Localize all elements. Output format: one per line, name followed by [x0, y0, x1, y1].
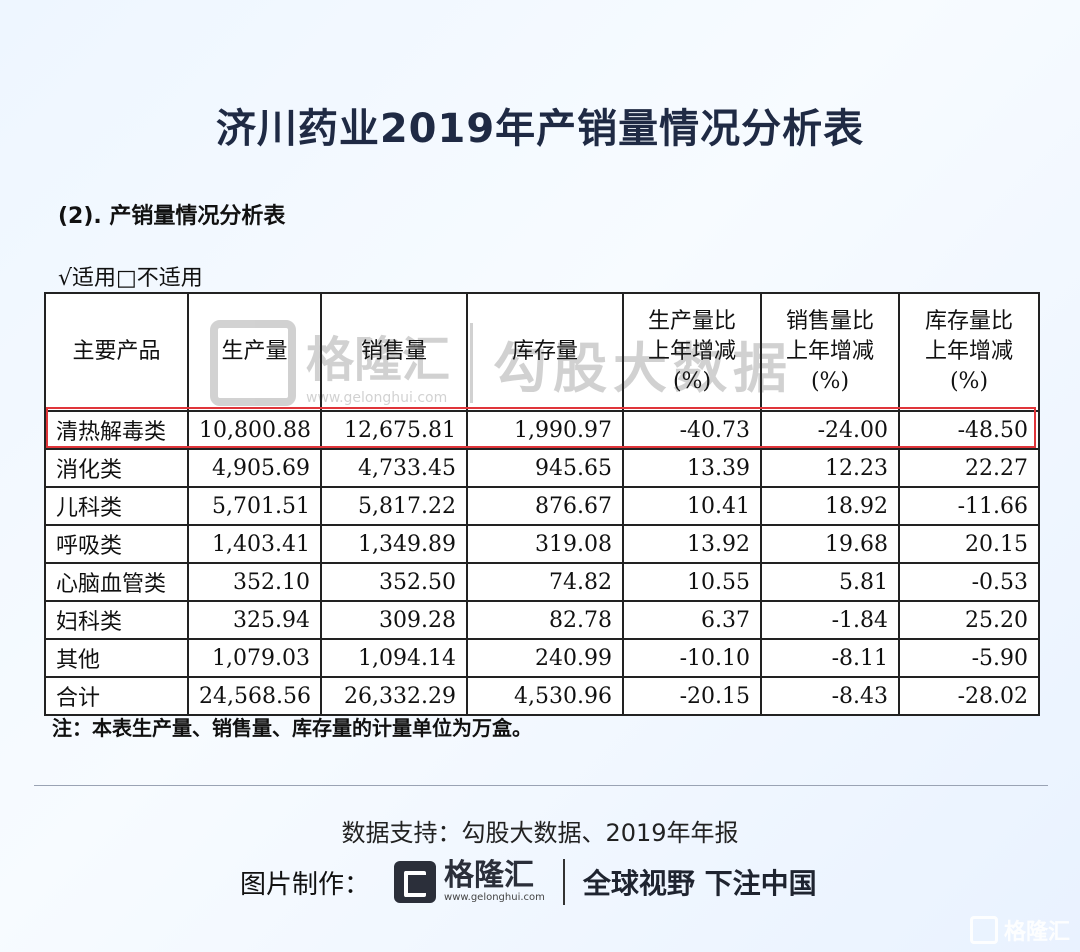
- table-value-cell: 19.68: [761, 525, 899, 563]
- logo-name: 格隆汇: [444, 860, 545, 892]
- table-value-cell: 18.92: [761, 487, 899, 525]
- table-row: 消化类 4,905.69 4,733.45 945.65 13.39 12.23 22.27: [45, 449, 1039, 487]
- table-header-cell: 生产量: [188, 293, 321, 411]
- corner-logo-name: 格隆汇: [1004, 914, 1070, 946]
- table-value-cell: 1,079.03: [188, 639, 321, 677]
- table-value-cell: 24,568.56: [188, 677, 321, 715]
- table-value-cell: 6.37: [623, 601, 761, 639]
- table-value-cell: 4,530.96: [467, 677, 623, 715]
- product-name-cell: 儿科类: [45, 487, 188, 525]
- table-value-cell: 5.81: [761, 563, 899, 601]
- table-value-cell: 74.82: [467, 563, 623, 601]
- table-value-cell: 876.67: [467, 487, 623, 525]
- table-row: 合计 24,568.56 26,332.29 4,530.96 -20.15 -8.43-…: [45, 677, 1039, 715]
- production-sales-table-wrap: 主要产品 生产量 销售量 库存量 生产量比 上年增减 (%) 销售量比 上年增减 (%) 库存量比上…: [44, 292, 1038, 716]
- table-value-cell: -1.84: [761, 601, 899, 639]
- gelonghui-logo-icon: [394, 861, 436, 903]
- table-header-cell: 库存量比 上年增减 (%): [899, 293, 1039, 411]
- table-value-cell: -48.50: [899, 411, 1039, 449]
- table-value-cell: 5,701.51: [188, 487, 321, 525]
- table-row: 呼吸类 1,403.41 1,349.89 319.08 13.92 19.68 20.15: [45, 525, 1039, 563]
- table-value-cell: 26,332.29: [321, 677, 467, 715]
- table-value-cell: 319.08: [467, 525, 623, 563]
- table-value-cell: 82.78: [467, 601, 623, 639]
- table-value-cell: 4,733.45: [321, 449, 467, 487]
- table-header-cell: 库存量: [467, 293, 623, 411]
- table-row: 其他 1,079.03 1,094.14 240.99 -10.10 -8.11 -5.90: [45, 639, 1039, 677]
- table-header-cell: 销售量比 上年增减 (%): [761, 293, 899, 411]
- table-value-cell: 10.41: [623, 487, 761, 525]
- credit-row: 图片制作： 格隆汇 www.gelonghui.com 全球视野 下注中国: [240, 858, 817, 906]
- table-value-cell: 309.28: [321, 601, 467, 639]
- product-name-cell: 清热解毒类: [45, 411, 188, 449]
- table-value-cell: 1,990.97: [467, 411, 623, 449]
- product-name-cell: 其他: [45, 639, 188, 677]
- product-name-cell: 消化类: [45, 449, 188, 487]
- product-name-cell: 合计: [45, 677, 188, 715]
- page-title: 济川药业2019年产销量情况分析表: [0, 96, 1080, 154]
- table-value-cell: 20.15: [899, 525, 1039, 563]
- table-row: 心脑血管类 352.10 352.50 74.82 10.55 5.81 -0.53: [45, 563, 1039, 601]
- table-value-cell: -8.11: [761, 639, 899, 677]
- credit-slogan: 全球视野 下注中国: [583, 862, 817, 902]
- corner-logo: 格隆汇: [970, 914, 1070, 946]
- table-value-cell: -5.90: [899, 639, 1039, 677]
- table-value-cell: 945.65: [467, 449, 623, 487]
- table-value-cell: -10.10: [623, 639, 761, 677]
- table-header-cell: 销售量: [321, 293, 467, 411]
- table-value-cell: 22.27: [899, 449, 1039, 487]
- production-sales-table: 主要产品 生产量 销售量 库存量 生产量比 上年增减 (%) 销售量比 上年增减 (%) 库存量比上…: [44, 292, 1040, 716]
- table-value-cell: 13.92: [623, 525, 761, 563]
- table-note: 注：本表生产量、销售量、库存量的计量单位为万盒。: [52, 712, 532, 741]
- table-row: 儿科类 5,701.51 5,817.22 876.67 10.41 18.92 -11.6…: [45, 487, 1039, 525]
- footer-divider: [34, 785, 1048, 786]
- credit-label: 图片制作：: [240, 864, 370, 901]
- table-value-cell: -20.15: [623, 677, 761, 715]
- table-value-cell: -0.53: [899, 563, 1039, 601]
- table-value-cell: -24.00: [761, 411, 899, 449]
- table-value-cell: -11.66: [899, 487, 1039, 525]
- table-header-cell: 生产量比 上年增减 (%): [623, 293, 761, 411]
- table-value-cell: 25.20: [899, 601, 1039, 639]
- table-value-cell: 1,094.14: [321, 639, 467, 677]
- table-value-cell: 13.39: [623, 449, 761, 487]
- table-value-cell: 12,675.81: [321, 411, 467, 449]
- corner-logo-icon: [970, 916, 998, 944]
- table-row: 清热解毒类 10,800.88 12,675.81 1,990.97 -40.73 -24…: [45, 411, 1039, 449]
- table-value-cell: 10.55: [623, 563, 761, 601]
- table-header-row: 主要产品 生产量 销售量 库存量 生产量比 上年增减 (%) 销售量比 上年增减 (%) 库存量比上…: [45, 293, 1039, 411]
- product-name-cell: 妇科类: [45, 601, 188, 639]
- table-value-cell: 12.23: [761, 449, 899, 487]
- credit-divider: [563, 859, 565, 905]
- product-name-cell: 呼吸类: [45, 525, 188, 563]
- logo-domain: www.gelonghui.com: [444, 892, 545, 904]
- table-value-cell: 352.10: [188, 563, 321, 601]
- applicable-label: √适用□不适用: [58, 260, 203, 292]
- table-value-cell: 352.50: [321, 563, 467, 601]
- table-value-cell: 5,817.22: [321, 487, 467, 525]
- table-value-cell: 4,905.69: [188, 449, 321, 487]
- table-value-cell: -40.73: [623, 411, 761, 449]
- table-value-cell: 325.94: [188, 601, 321, 639]
- table-value-cell: 1,349.89: [321, 525, 467, 563]
- table-value-cell: -8.43: [761, 677, 899, 715]
- table-value-cell: 240.99: [467, 639, 623, 677]
- data-source: 数据支持：勾股大数据、2019年年报: [0, 813, 1080, 848]
- table-row: 妇科类 325.94 309.28 82.78 6.37 -1.84 25.20: [45, 601, 1039, 639]
- table-value-cell: 1,403.41: [188, 525, 321, 563]
- section-title: (2). 产销量情况分析表: [58, 198, 285, 230]
- logo-block: 格隆汇 www.gelonghui.com: [444, 860, 545, 904]
- table-value-cell: -28.02: [899, 677, 1039, 715]
- product-name-cell: 心脑血管类: [45, 563, 188, 601]
- table-header-cell: 主要产品: [45, 293, 188, 411]
- table-body: 清热解毒类 10,800.88 12,675.81 1,990.97 -40.73 -24…: [45, 411, 1039, 715]
- table-value-cell: 10,800.88: [188, 411, 321, 449]
